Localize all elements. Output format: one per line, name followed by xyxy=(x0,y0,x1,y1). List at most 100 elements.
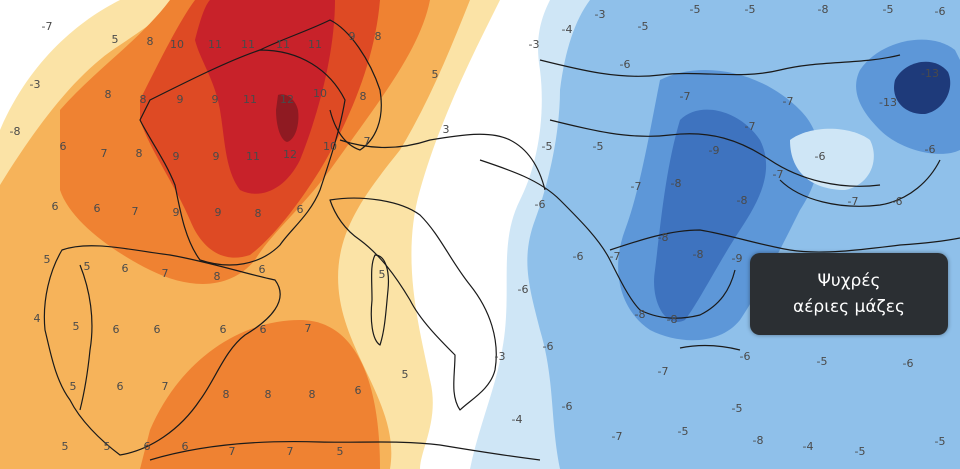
isotherm-value-label: -5 xyxy=(935,435,946,448)
eastern-europe-borders-2 xyxy=(549,119,881,187)
isotherm-value-label: 8 xyxy=(360,90,367,103)
isotherm-value-label: 5 xyxy=(112,33,119,46)
isotherm-value-label: -6 xyxy=(740,350,751,363)
isotherm-value-label: -4 xyxy=(512,413,523,426)
isotherm-value-label: 5 xyxy=(402,368,409,381)
isotherm-value-label: 5 xyxy=(70,380,77,393)
isotherm-value-label: -7 xyxy=(658,365,669,378)
isotherm-value-label: 6 xyxy=(144,440,151,453)
isotherm-value-label: -6 xyxy=(903,357,914,370)
portugal-border xyxy=(79,264,93,411)
isotherm-value-label: 9 xyxy=(173,150,180,163)
isotherm-value-label: -7 xyxy=(612,430,623,443)
isotherm-value-label: 7 xyxy=(305,322,312,335)
isotherm-value-label: 6 xyxy=(220,323,227,336)
isotherm-value-label: 9 xyxy=(177,93,184,106)
isotherm-value-label: -3 xyxy=(529,38,540,51)
isotherm-value-label: 4 xyxy=(34,312,41,325)
country-borders xyxy=(43,19,960,461)
isotherm-value-label: 5 xyxy=(104,440,111,453)
cold-darkest-core xyxy=(894,61,951,115)
isotherm-value-label: 12 xyxy=(283,148,297,161)
isotherm-value-label: -8 xyxy=(671,177,682,190)
isotherm-value-label: -4 xyxy=(562,23,573,36)
isotherm-value-label: 11 xyxy=(246,150,260,163)
isotherm-value-label: 6 xyxy=(122,262,129,275)
isotherm-value-label: -8 xyxy=(658,231,669,244)
isotherm-value-label: -7 xyxy=(631,180,642,193)
isotherm-value-label: -8 xyxy=(667,313,678,326)
isotherm-value-label: 8 xyxy=(147,35,154,48)
isotherm-value-label: 7 xyxy=(364,135,371,148)
italy-outline xyxy=(329,197,497,411)
isotherm-value-label: -6 xyxy=(925,143,936,156)
isotherm-value-label: 7 xyxy=(162,380,169,393)
isotherm-value-label: 6 xyxy=(113,323,120,336)
isotherm-value-label: -5 xyxy=(817,355,828,368)
isotherm-value-label: 6 xyxy=(182,440,189,453)
isotherm-value-label: -8 xyxy=(693,248,704,261)
isotherm-value-label: -6 xyxy=(535,198,546,211)
isotherm-value-label: 6 xyxy=(52,200,59,213)
greece-turkey-coast xyxy=(609,229,960,253)
isotherm-value-label: -7 xyxy=(42,20,53,33)
isotherm-value-label: 9 xyxy=(213,150,220,163)
isotherm-value-label: -3 xyxy=(30,78,41,91)
germany-outline xyxy=(259,19,382,151)
black-sea-coast xyxy=(779,159,941,207)
isotherm-value-label: -8 xyxy=(818,3,829,16)
alpine-borders xyxy=(339,133,546,191)
isotherm-value-label: -6 xyxy=(935,5,946,18)
isotherm-value-label: -7 xyxy=(783,95,794,108)
isotherm-value-label: 5 xyxy=(379,268,386,281)
isotherm-value-label: 7 xyxy=(162,267,169,280)
isotherm-value-label: 9 xyxy=(173,206,180,219)
isotherm-value-label: 6 xyxy=(297,203,304,216)
isotherm-value-label: -4 xyxy=(803,440,814,453)
isotherm-value-label: 8 xyxy=(255,207,262,220)
isotherm-value-label: -6 xyxy=(543,340,554,353)
callout-line-1: Ψυχρές xyxy=(817,271,881,291)
isotherm-value-label: -13 xyxy=(879,96,897,109)
isotherm-value-label: -5 xyxy=(542,140,553,153)
isotherm-value-label: -7 xyxy=(773,168,784,181)
callout-line-2: αέριες μάζες xyxy=(793,297,905,317)
cold-light-patch xyxy=(790,128,874,190)
isotherm-value-label: 5 xyxy=(337,445,344,458)
isotherm-value-label: 6 xyxy=(60,140,67,153)
isotherm-value-label: 8 xyxy=(375,30,382,43)
isotherm-value-label: -6 xyxy=(573,250,584,263)
isotherm-value-label: -6 xyxy=(518,283,529,296)
isotherm-value-label: -5 xyxy=(593,140,604,153)
isotherm-value-label: 8 xyxy=(140,93,147,106)
balkans-outline xyxy=(479,159,736,319)
isotherm-value-label: 6 xyxy=(117,380,124,393)
isotherm-value-label: -8 xyxy=(635,308,646,321)
isotherm-value-label: 6 xyxy=(259,263,266,276)
isotherm-value-label: 8 xyxy=(309,388,316,401)
isotherm-value-label: -6 xyxy=(815,150,826,163)
isotherm-value-label: -3 xyxy=(595,8,606,21)
isotherm-value-label: 11 xyxy=(308,38,322,51)
isotherm-value-label: 12 xyxy=(280,93,294,106)
isotherm-value-label: 7 xyxy=(101,147,108,160)
cold-anomaly-field xyxy=(470,0,960,469)
isotherm-value-label: 9 xyxy=(212,93,219,106)
isotherm-value-label: 11 xyxy=(208,38,222,51)
isotherm-value-label: -5 xyxy=(638,20,649,33)
isotherm-value-label: 8 xyxy=(265,388,272,401)
isotherm-value-label: -6 xyxy=(892,195,903,208)
isotherm-value-label: 10 xyxy=(313,87,327,100)
warm-orange-south xyxy=(140,320,380,469)
isotherm-value-label: -5 xyxy=(745,3,756,16)
north-africa-coast xyxy=(149,440,541,461)
isotherm-value-label: 5 xyxy=(73,320,80,333)
isotherm-value-label: 5 xyxy=(432,68,439,81)
isotherm-value-label: -6 xyxy=(620,58,631,71)
isotherm-value-label: 8 xyxy=(136,147,143,160)
isotherm-value-label: -6 xyxy=(562,400,573,413)
isotherm-value-label: -8 xyxy=(737,194,748,207)
isotherm-value-label: -5 xyxy=(855,445,866,458)
isotherm-value-label: -13 xyxy=(921,67,939,80)
